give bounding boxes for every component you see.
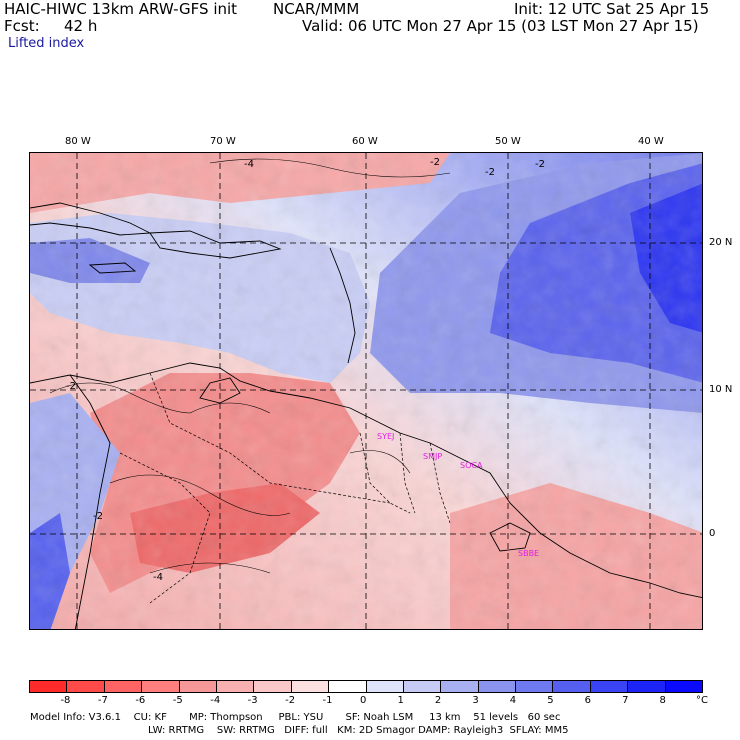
lon-label: 60 W	[352, 136, 378, 147]
station-label: SMJP	[423, 452, 443, 461]
colorbar-swatch	[254, 681, 292, 692]
colorbar-swatch	[403, 681, 442, 692]
contour-label: -4	[153, 572, 163, 583]
colorbar-tick-label: 1	[397, 695, 404, 706]
colorbar-tick-label: 0	[360, 695, 367, 706]
colorbar-tick-label: 7	[622, 695, 629, 706]
forecast-hour: 42 h	[64, 17, 98, 35]
borders	[119, 372, 451, 604]
model-title: HAIC-HIWC 13km ARW-GFS init	[4, 0, 238, 18]
colorbar-swatch	[366, 681, 404, 692]
colorbar-tick-label: -6	[135, 695, 146, 706]
colorbar-swatch	[216, 681, 255, 692]
field-name: Lifted index	[8, 36, 85, 51]
colorbar-tick-label: -1	[322, 695, 333, 706]
colorbar-swatch	[441, 681, 479, 692]
field-texture	[30, 153, 702, 629]
forecast-label: Fcst:	[4, 17, 40, 35]
colorbar-tick-label: 6	[584, 695, 592, 706]
lat-label: 20 N	[709, 237, 733, 248]
contour-label: -2	[66, 381, 76, 392]
valid-time: Valid: 06 UTC Mon 27 Apr 15 (03 LST Mon …	[302, 17, 699, 35]
colorbar-tick-label: 2	[434, 695, 442, 706]
contour-label: -2	[485, 167, 495, 178]
colorbar-swatch	[179, 681, 217, 692]
colorbar-swatch	[329, 681, 367, 692]
lat-label: 10 N	[709, 384, 733, 395]
station-label: SBBE	[518, 549, 540, 558]
colorbar-swatch	[30, 681, 68, 692]
colorbar-tick-label: 8	[659, 695, 666, 706]
station-label: SYEJ	[377, 432, 395, 441]
colorbar-swatch	[590, 681, 629, 692]
colorbar-tick-label: -2	[285, 695, 296, 706]
colorbar-tick-label: -5	[172, 695, 183, 706]
colorbar-swatch	[142, 681, 180, 692]
init-time: Init: 12 UTC Sat 25 Apr 15	[514, 0, 710, 18]
colorbar-tick-label: 3	[472, 695, 479, 706]
colorbar-tick-label: -4	[210, 695, 221, 706]
colorbar-tick-label: -8	[60, 695, 71, 706]
colorbar-swatch	[665, 681, 703, 692]
lon-label: 40 W	[638, 136, 664, 147]
model-info-line1: Model Info: V3.6.1 CU: KF MP: Thompson P…	[30, 712, 561, 723]
colorbar-tick-label: 4	[509, 695, 517, 706]
lifted-index-map: -4 -2 -2 -2 -2 -4 -2	[29, 152, 703, 630]
contour-label: -2	[535, 159, 545, 170]
contour-label: -2	[430, 157, 440, 168]
colorbar-tick-label: 5	[547, 695, 554, 706]
map-canvas: -4 -2 -2 -2 -2 -4 -2	[30, 153, 702, 629]
contour-label: -2	[93, 511, 103, 522]
graticule	[30, 153, 702, 629]
colorbar-swatch	[291, 681, 330, 692]
station-label: SOCA	[460, 461, 483, 470]
colorbar	[29, 680, 703, 693]
contour-label: -4	[244, 159, 254, 170]
colorbar-swatch	[628, 681, 666, 692]
colorbar-unit: °C	[696, 695, 708, 706]
colorbar-swatch	[104, 681, 143, 692]
org-label: NCAR/MMM	[273, 0, 360, 18]
colorbar-tick-label: -7	[97, 695, 108, 706]
lon-label: 50 W	[495, 136, 521, 147]
colorbar-swatch	[478, 681, 517, 692]
lat-label: 0	[709, 528, 716, 539]
lon-label: 80 W	[65, 136, 91, 147]
coastlines	[30, 202, 702, 629]
colorbar-swatch	[67, 681, 105, 692]
colorbar-swatch	[553, 681, 591, 692]
contours	[49, 158, 451, 574]
model-info-line2: LW: RRTMG SW: RRTMG DIFF: full KM: 2D Sm…	[148, 725, 569, 736]
colorbar-swatch	[516, 681, 554, 692]
colorbar-tick-label: -3	[247, 695, 258, 706]
lon-label: 70 W	[210, 136, 236, 147]
